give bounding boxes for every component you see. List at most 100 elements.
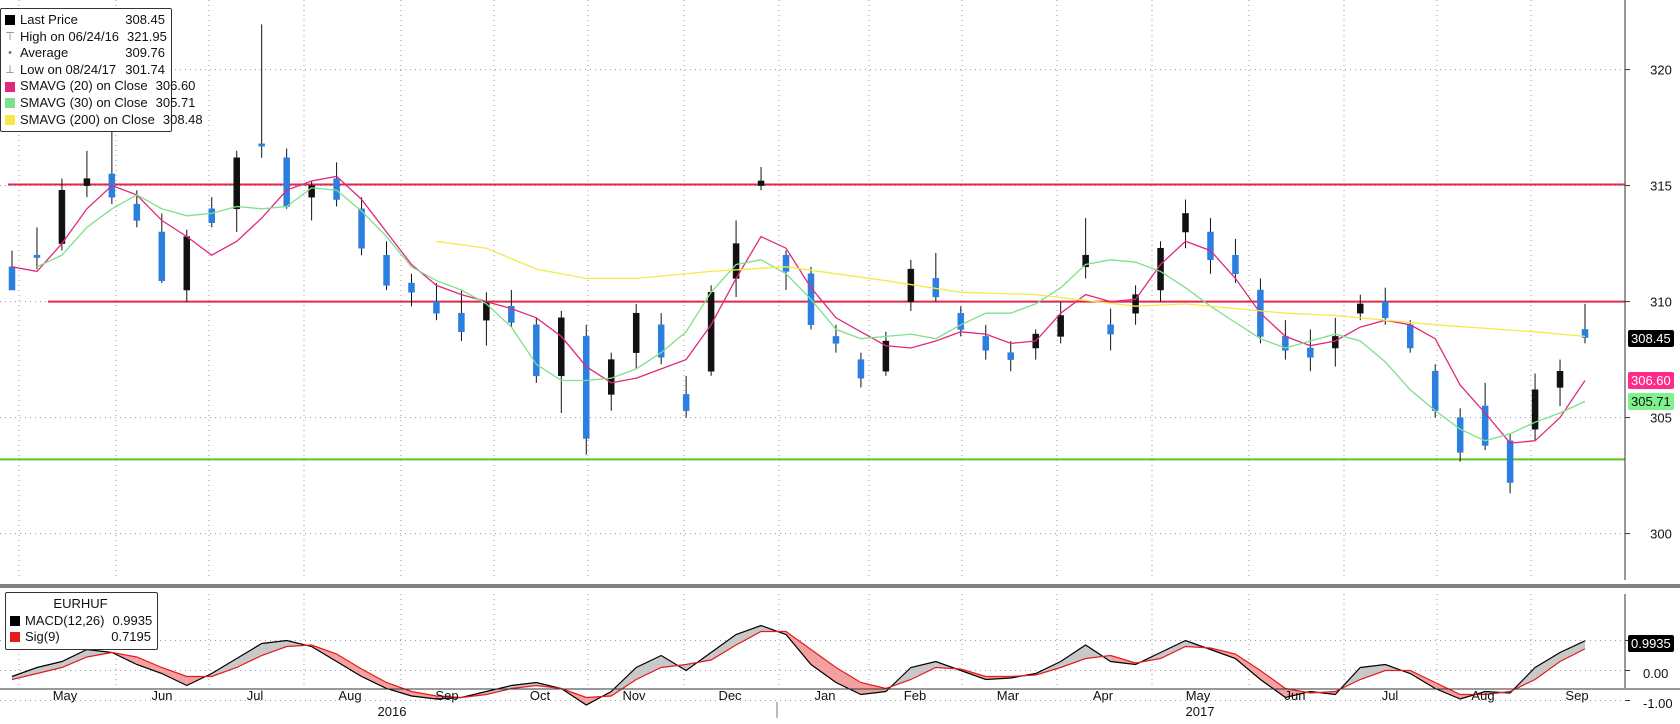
candle-body	[1431, 370, 1439, 411]
candle-body	[707, 292, 715, 372]
legend-swatch	[5, 98, 15, 109]
candle-body	[1107, 324, 1114, 335]
macd-fill-segment	[1285, 688, 1311, 698]
candle-body	[982, 336, 990, 351]
candle-body	[408, 282, 415, 293]
macd-legend: EURHUF MACD(12,26) 0.9935 Sig(9) 0.7195	[5, 592, 158, 650]
candle-body	[1307, 347, 1314, 358]
candle-body	[433, 301, 440, 314]
legend-label: SMAVG (200) on Close	[20, 111, 155, 127]
candle-body	[358, 208, 365, 249]
legend-value: 306.60	[155, 78, 196, 94]
candle-body	[1506, 440, 1514, 483]
legend-swatch	[10, 615, 20, 626]
candle-body	[1406, 324, 1414, 349]
series-line	[436, 240, 1586, 338]
legend-label: Low on 08/24/17	[20, 61, 117, 77]
legend-entry: SMAVG (30) on Close 305.71	[5, 94, 195, 112]
price-tag: 308.45	[1628, 329, 1674, 347]
legend-value: 301.74	[125, 61, 165, 77]
candle-body	[183, 236, 191, 291]
candle-body	[882, 340, 890, 372]
legend-entry: SMAVG (20) on Close 306.60	[5, 78, 195, 95]
candle-body	[158, 231, 166, 281]
legend-entry: Sig(9) 0.7195	[10, 629, 151, 646]
macd-fill-segment	[636, 655, 662, 680]
candle-body	[533, 324, 540, 377]
legend-label: SMAVG (20) on Close	[20, 78, 148, 94]
month-tick-label: Jul	[247, 688, 264, 703]
macd-fill-segment	[1235, 654, 1261, 680]
macd-fill-segment	[136, 657, 162, 674]
candle-body	[1456, 417, 1464, 453]
macd-fill-segment	[1535, 652, 1560, 680]
macd-fill-segment	[1260, 670, 1286, 698]
legend-label: High on 06/24/16	[20, 28, 120, 44]
macd-fill-segment	[261, 640, 287, 656]
macd-fill-segment	[1560, 640, 1585, 662]
legend-entry: ⊥ Low on 08/24/17 301.74	[5, 62, 165, 79]
macd-fill-segment	[411, 691, 437, 699]
macd-fill-segment	[910, 661, 936, 680]
candle-body	[857, 359, 865, 379]
macd-fill-segment	[37, 661, 62, 674]
price-tag: 305.71	[1628, 393, 1674, 411]
candle-body	[1531, 389, 1539, 430]
macd-fill-segment	[736, 625, 761, 645]
candle-body	[1357, 303, 1364, 314]
legend-swatch	[10, 632, 20, 643]
macd-fill-segment	[486, 685, 512, 695]
macd-fill-segment	[86, 649, 112, 657]
candle-body	[383, 254, 390, 286]
price-axis: 300 305 310 315 320	[1624, 0, 1672, 580]
candle-body	[1232, 254, 1239, 275]
candle-body	[58, 189, 66, 244]
candle-body	[1207, 231, 1214, 261]
candle-body	[1157, 247, 1164, 291]
candle-body	[1082, 254, 1089, 268]
price-tick-label: 300	[1650, 527, 1672, 542]
legend-label: SMAVG (30) on Close	[20, 94, 148, 110]
legend-label: Last Price	[20, 12, 78, 27]
price-tick-label: 305	[1650, 411, 1672, 426]
macd-tag: 0.00	[1643, 665, 1669, 681]
legend-swatch	[5, 15, 15, 26]
macd-series-line	[11, 630, 1586, 699]
month-tick-label: Jul	[1382, 688, 1399, 703]
candle-body	[1382, 301, 1389, 319]
month-tick-label: May	[1186, 688, 1211, 703]
candle-body	[757, 180, 765, 186]
legend-label: Average	[20, 45, 69, 61]
candle-body	[283, 157, 290, 207]
month-tick-label: Feb	[904, 688, 926, 703]
macd-lines	[11, 624, 1586, 706]
candle-body	[333, 178, 340, 200]
candle-body	[657, 324, 665, 358]
legend-entry: MACD(12,26) 0.9935	[10, 613, 152, 630]
candle-body	[682, 394, 690, 411]
macd-fill-segment	[836, 667, 861, 695]
candle-body	[258, 143, 265, 147]
month-tick-label: Oct	[530, 688, 551, 703]
candle-body	[1481, 405, 1489, 446]
price-tick-label: 315	[1650, 179, 1672, 194]
candle-body	[1556, 370, 1564, 388]
low-marker-icon: ⊥	[5, 63, 15, 76]
candle-body	[33, 254, 41, 258]
legend-entry: • Average 309.76	[5, 45, 165, 62]
average-marker-icon: •	[8, 47, 12, 60]
macd-fill-segment	[236, 643, 262, 668]
legend-entry: ⊤ High on 06/24/16 321.95	[5, 28, 167, 46]
legend-value: 321.95	[127, 28, 167, 44]
macd-legend-title: EURHUF	[53, 596, 108, 611]
candle-body	[1007, 352, 1014, 360]
candle-body	[133, 203, 141, 221]
legend-entry: SMAVG (200) on Close 308.48	[5, 111, 203, 129]
candle-body	[208, 208, 215, 223]
candle-body	[83, 178, 91, 186]
macd-fill-segment	[1160, 640, 1186, 659]
price-tick-label: 310	[1650, 295, 1672, 310]
month-tick-label: Apr	[1093, 688, 1114, 703]
candle-body	[508, 305, 515, 323]
